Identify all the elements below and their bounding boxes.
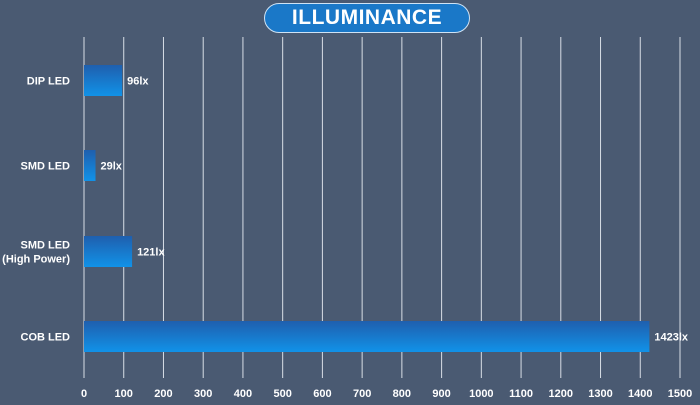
- data-label: 96lx: [127, 76, 149, 88]
- x-tick-label: 1000: [469, 388, 493, 400]
- data-label: 121lx: [137, 247, 165, 259]
- x-tick-label: 200: [154, 388, 172, 400]
- x-tick-label: 1400: [628, 388, 652, 400]
- x-tick-label: 500: [273, 388, 291, 400]
- x-tick-label: 1100: [509, 388, 533, 400]
- x-tick-label: 600: [313, 388, 331, 400]
- bar: [84, 321, 650, 352]
- data-label: 29lx: [101, 161, 123, 173]
- bar: [84, 236, 133, 267]
- x-tick-label: 300: [194, 388, 212, 400]
- bar: [84, 65, 123, 96]
- category-label: COB LED: [21, 332, 71, 344]
- category-label: SMD LED: [21, 240, 71, 252]
- x-tick-label: 700: [353, 388, 371, 400]
- x-tick-label: 0: [81, 388, 87, 400]
- x-tick-label: 400: [234, 388, 252, 400]
- category-label: (High Power): [2, 254, 70, 266]
- x-tick-label: 1200: [549, 388, 573, 400]
- x-tick-label: 100: [115, 388, 133, 400]
- x-tick-label: 1500: [668, 388, 692, 400]
- bar: [84, 150, 96, 181]
- x-tick-label: 800: [393, 388, 411, 400]
- x-tick-label: 1300: [588, 388, 612, 400]
- category-label: DIP LED: [27, 76, 70, 88]
- category-label: SMD LED: [21, 161, 71, 173]
- chart-title: ILLUMINANCE: [264, 3, 470, 33]
- data-label: 1423lx: [654, 332, 689, 344]
- x-tick-label: 900: [432, 388, 450, 400]
